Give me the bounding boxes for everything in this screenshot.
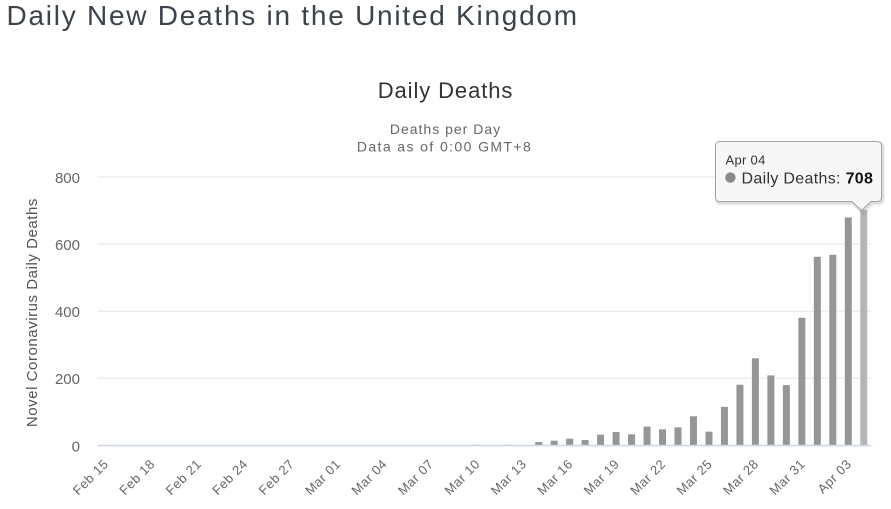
svg-text:Mar 07: Mar 07 bbox=[395, 456, 437, 498]
svg-text:Feb 24: Feb 24 bbox=[209, 456, 251, 498]
svg-text:0: 0 bbox=[72, 438, 80, 455]
svg-text:Mar 13: Mar 13 bbox=[488, 456, 530, 498]
svg-text:Daily Deaths: Daily Deaths bbox=[378, 78, 514, 103]
svg-text:Mar 01: Mar 01 bbox=[302, 456, 344, 498]
svg-text:Feb 27: Feb 27 bbox=[256, 456, 298, 498]
svg-text:Novel Coronavirus Daily Deaths: Novel Coronavirus Daily Deaths bbox=[24, 198, 41, 427]
svg-text:Daily Deaths: 708: Daily Deaths: 708 bbox=[742, 171, 874, 188]
svg-text:Feb 21: Feb 21 bbox=[163, 456, 205, 498]
svg-text:Apr 03: Apr 03 bbox=[814, 456, 854, 496]
svg-text:400: 400 bbox=[55, 304, 80, 321]
svg-text:200: 200 bbox=[55, 371, 80, 388]
svg-text:Mar 22: Mar 22 bbox=[627, 456, 669, 498]
svg-text:Mar 25: Mar 25 bbox=[674, 456, 716, 498]
svg-text:Feb 15: Feb 15 bbox=[70, 456, 112, 498]
svg-text:Mar 31: Mar 31 bbox=[766, 456, 808, 498]
svg-text:Mar 10: Mar 10 bbox=[441, 456, 483, 498]
svg-text:600: 600 bbox=[55, 237, 80, 254]
svg-text:Feb 18: Feb 18 bbox=[116, 456, 158, 498]
svg-text:800: 800 bbox=[55, 170, 80, 187]
svg-text:Mar 19: Mar 19 bbox=[581, 456, 623, 498]
svg-text:Data as of 0:00 GMT+8: Data as of 0:00 GMT+8 bbox=[357, 139, 532, 155]
svg-text:Deaths per Day: Deaths per Day bbox=[390, 121, 501, 137]
svg-text:Mar 04: Mar 04 bbox=[348, 456, 390, 498]
svg-text:Mar 28: Mar 28 bbox=[720, 456, 762, 498]
svg-text:Mar 16: Mar 16 bbox=[534, 456, 576, 498]
svg-text:Apr 04: Apr 04 bbox=[726, 152, 766, 167]
